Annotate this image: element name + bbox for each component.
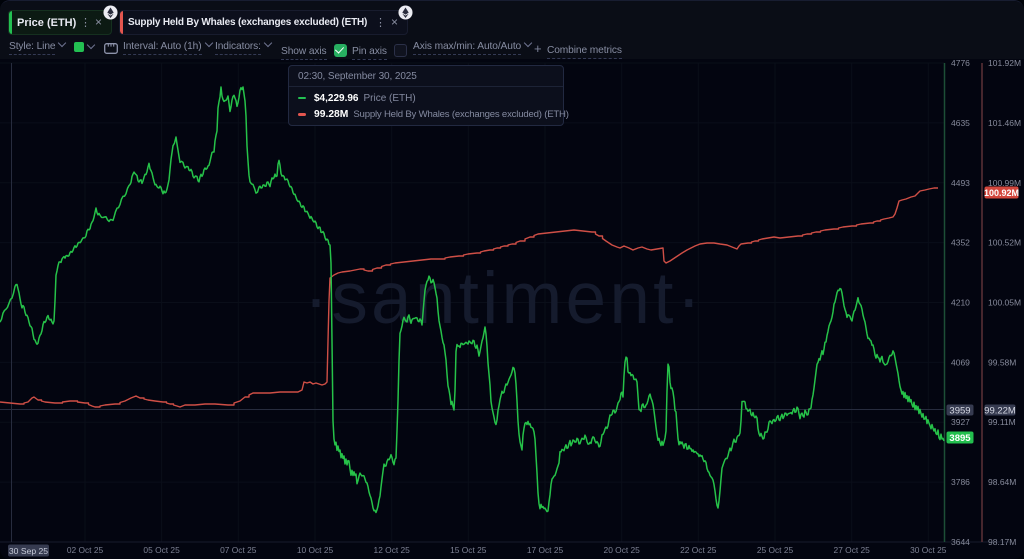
svg-text:12 Oct 25: 12 Oct 25 [374, 545, 411, 555]
svg-text:30 Oct 25: 30 Oct 25 [910, 545, 947, 555]
svg-text:101.92M: 101.92M [988, 59, 1021, 68]
svg-text:15 Oct 25: 15 Oct 25 [450, 545, 487, 555]
svg-text:100.52M: 100.52M [988, 238, 1021, 248]
svg-text:07 Oct 25: 07 Oct 25 [220, 545, 257, 555]
svg-text:100.99M: 100.99M [988, 178, 1021, 188]
svg-text:4635: 4635 [951, 118, 970, 128]
svg-text:05 Oct 25: 05 Oct 25 [143, 545, 180, 555]
svg-text:25 Oct 25: 25 Oct 25 [757, 545, 794, 555]
svg-text:30 Sep 25: 30 Sep 25 [9, 546, 48, 556]
svg-text:02 Oct 25: 02 Oct 25 [67, 545, 104, 555]
svg-text:98.17M: 98.17M [988, 537, 1016, 547]
svg-text:101.46M: 101.46M [988, 118, 1021, 128]
svg-text:3895: 3895 [949, 433, 971, 444]
svg-text:99.11M: 99.11M [988, 417, 1016, 427]
svg-text:3786: 3786 [951, 477, 970, 487]
svg-text:10 Oct 25: 10 Oct 25 [297, 545, 334, 555]
svg-text:22 Oct 25: 22 Oct 25 [680, 545, 717, 555]
svg-text:4069: 4069 [951, 357, 970, 367]
svg-text:4210: 4210 [951, 298, 970, 308]
svg-text:100.92M: 100.92M [984, 188, 1019, 198]
svg-text:3959: 3959 [949, 405, 970, 416]
svg-text:3644: 3644 [951, 537, 970, 547]
svg-text:99.58M: 99.58M [988, 357, 1016, 367]
svg-text:17 Oct 25: 17 Oct 25 [527, 545, 564, 555]
svg-text:4776: 4776 [951, 59, 970, 68]
svg-text:99.22M: 99.22M [984, 405, 1016, 416]
svg-text:4493: 4493 [951, 178, 970, 188]
svg-text:3927: 3927 [951, 417, 970, 427]
svg-text:27 Oct 25: 27 Oct 25 [834, 545, 871, 555]
svg-text:100.05M: 100.05M [988, 298, 1021, 308]
svg-text:98.64M: 98.64M [988, 477, 1016, 487]
svg-text:4352: 4352 [951, 238, 970, 248]
svg-text:20 Oct 25: 20 Oct 25 [604, 545, 641, 555]
